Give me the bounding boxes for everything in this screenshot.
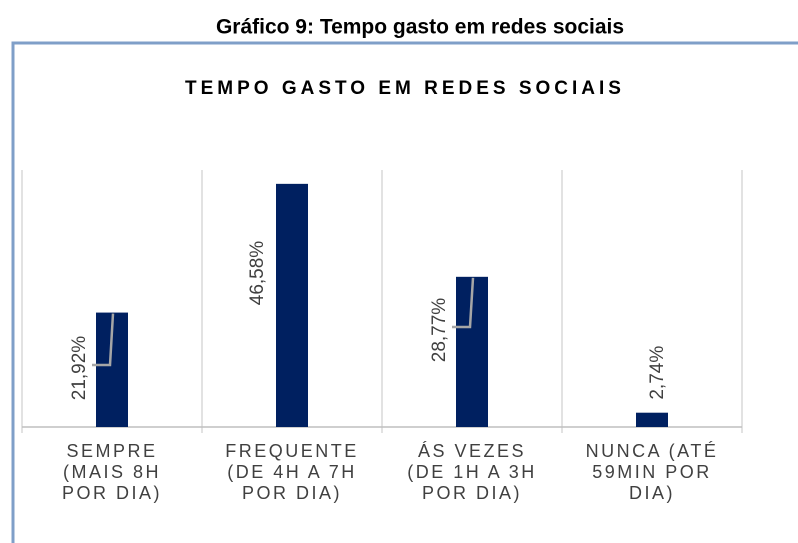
- frame: [11, 41, 798, 543]
- x-tick-label: NUNCA (ATÉ: [586, 441, 719, 461]
- x-tick-label: DIA): [629, 483, 675, 503]
- x-tick-label: POR DIA): [62, 483, 162, 503]
- x-tick-label: SEMPRE: [66, 441, 157, 461]
- bar: [276, 183, 308, 427]
- data-label: 2,74%: [647, 346, 668, 400]
- leader-line: [92, 313, 115, 367]
- x-tick-label: ÁS VEZES: [418, 441, 526, 461]
- leader-line: [452, 277, 475, 329]
- data-label: 46,58%: [247, 241, 268, 306]
- bar: [636, 412, 668, 427]
- data-label: 21,92%: [69, 336, 90, 401]
- x-tick-label: POR DIA): [422, 483, 522, 503]
- x-tick-label: (DE 1H A 3H: [407, 462, 537, 482]
- chart-title: TEMPO GASTO EM REDES SOCIAIS: [185, 78, 625, 99]
- x-tick-label: (DE 4H A 7H: [227, 462, 357, 482]
- figure-title: Gráfico 9: Tempo gasto em redes sociais: [216, 16, 624, 39]
- x-tick-label: (MAIS 8H: [63, 462, 161, 482]
- x-tick-label: POR DIA): [242, 483, 342, 503]
- x-tick-label: 59MIN POR: [592, 462, 712, 482]
- data-label: 28,77%: [429, 298, 450, 363]
- x-tick-label: FREQUENTE: [225, 441, 359, 461]
